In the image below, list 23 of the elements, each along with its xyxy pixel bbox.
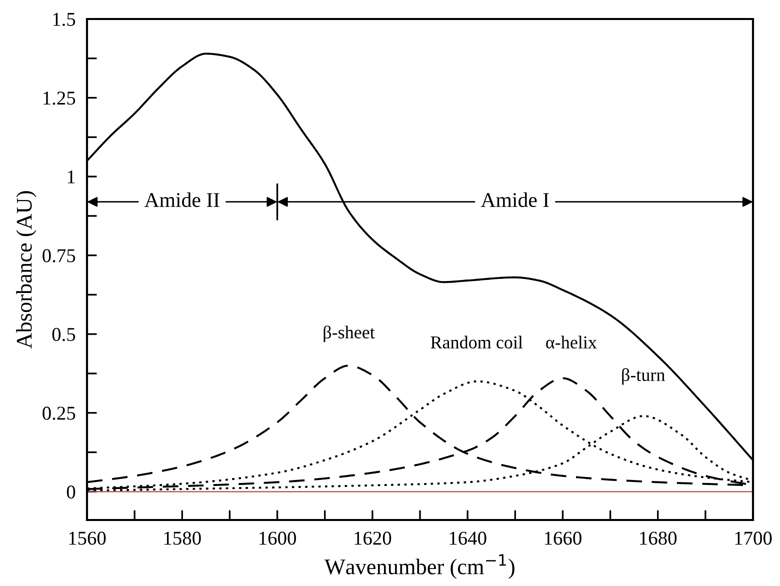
annotation: Random coil	[430, 336, 523, 348]
y-tick-label: 0.25	[42, 406, 76, 420]
x-tick-label: 1560	[69, 532, 106, 545]
x-tick-label: 1600	[260, 532, 296, 545]
y-tick-label: 1.25	[44, 92, 76, 105]
y-axis-title: Absorbance (AU)	[16, 191, 36, 349]
annotation: β-sheet	[324, 326, 375, 342]
x-tick-label: 1680	[640, 532, 677, 545]
x-tick-label: 1640	[450, 532, 486, 545]
x-tick-label: 1620	[354, 532, 392, 545]
annotation: Amide I	[480, 192, 549, 208]
x-tick-label: 1700	[735, 532, 772, 545]
y-tick-label: 0.75	[42, 249, 76, 262]
annotation: β-turn	[622, 368, 665, 385]
x-tick-label: 1580	[164, 532, 201, 545]
y-tick-label: 0.5	[52, 328, 76, 342]
x-axis-title: Wavenumber (cm$^{−1}$)	[324, 554, 514, 579]
y-tick-label: 0	[66, 485, 76, 499]
annotation: α-helix	[546, 336, 597, 348]
x-tick-label: 1660	[544, 532, 582, 545]
annotation: Amide II	[144, 192, 220, 208]
y-tick-label: 1	[68, 170, 75, 184]
y-tick-label: 1.5	[53, 12, 76, 26]
